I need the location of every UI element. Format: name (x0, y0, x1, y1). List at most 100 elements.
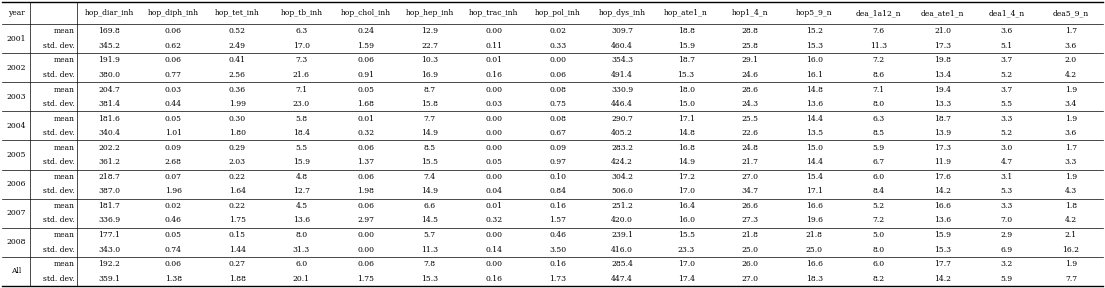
Text: dea_1a12_n: dea_1a12_n (855, 9, 902, 17)
Text: 0.06: 0.06 (357, 173, 375, 181)
Text: 0.00: 0.00 (485, 115, 503, 123)
Text: 0.22: 0.22 (229, 202, 245, 210)
Text: 6.6: 6.6 (423, 202, 435, 210)
Text: 29.1: 29.1 (741, 56, 759, 65)
Text: hop1_4_n: hop1_4_n (732, 9, 769, 17)
Text: 1.73: 1.73 (549, 275, 567, 283)
Text: 21.6: 21.6 (293, 71, 309, 79)
Text: 447.4: 447.4 (611, 275, 633, 283)
Text: 460.4: 460.4 (611, 42, 633, 50)
Text: 239.1: 239.1 (611, 231, 633, 239)
Text: mean: mean (54, 173, 75, 181)
Text: 0.02: 0.02 (165, 202, 181, 210)
Text: 4.2: 4.2 (1065, 71, 1077, 79)
Text: hop_tet_inh: hop_tet_inh (214, 9, 260, 17)
Text: 15.3: 15.3 (934, 246, 951, 254)
Text: 1.88: 1.88 (229, 275, 245, 283)
Text: 17.7: 17.7 (934, 260, 951, 268)
Text: 0.03: 0.03 (165, 86, 181, 94)
Text: 2.97: 2.97 (357, 217, 375, 225)
Text: 0.01: 0.01 (357, 115, 375, 123)
Text: 181.7: 181.7 (98, 202, 120, 210)
Text: 3.1: 3.1 (1001, 173, 1013, 181)
Text: 1.99: 1.99 (229, 100, 245, 108)
Text: 8.5: 8.5 (873, 129, 885, 137)
Text: std. dev.: std. dev. (43, 129, 75, 137)
Text: 1.75: 1.75 (229, 217, 245, 225)
Text: 6.3: 6.3 (295, 27, 307, 35)
Text: 7.6: 7.6 (873, 27, 885, 35)
Text: 0.06: 0.06 (357, 260, 375, 268)
Text: 5.9: 5.9 (873, 144, 885, 152)
Text: 3.6: 3.6 (1065, 129, 1077, 137)
Text: 0.09: 0.09 (549, 144, 567, 152)
Text: 336.9: 336.9 (98, 217, 120, 225)
Text: 16.6: 16.6 (806, 260, 823, 268)
Text: 1.64: 1.64 (229, 187, 245, 195)
Text: 177.1: 177.1 (98, 231, 120, 239)
Text: 22.6: 22.6 (741, 129, 759, 137)
Text: 1.37: 1.37 (357, 158, 375, 166)
Text: std. dev.: std. dev. (43, 187, 75, 195)
Text: 0.33: 0.33 (549, 42, 567, 50)
Text: 0.11: 0.11 (485, 42, 503, 50)
Text: 0.15: 0.15 (229, 231, 245, 239)
Text: 1.44: 1.44 (229, 246, 245, 254)
Text: 0.16: 0.16 (549, 202, 567, 210)
Text: 17.1: 17.1 (806, 187, 823, 195)
Text: 14.2: 14.2 (934, 187, 951, 195)
Text: 8.0: 8.0 (873, 246, 885, 254)
Text: hop_trac_inh: hop_trac_inh (469, 9, 518, 17)
Text: 8.2: 8.2 (873, 275, 885, 283)
Text: 0.00: 0.00 (485, 144, 503, 152)
Text: 4.5: 4.5 (295, 202, 307, 210)
Text: 21.8: 21.8 (741, 231, 759, 239)
Text: 1.7: 1.7 (1065, 144, 1077, 152)
Text: 7.2: 7.2 (873, 217, 885, 225)
Text: 204.7: 204.7 (98, 86, 120, 94)
Text: 17.3: 17.3 (934, 42, 951, 50)
Text: 506.0: 506.0 (611, 187, 633, 195)
Text: 27.0: 27.0 (741, 275, 759, 283)
Text: 5.2: 5.2 (1001, 71, 1013, 79)
Text: 0.32: 0.32 (357, 129, 375, 137)
Text: 14.4: 14.4 (806, 158, 823, 166)
Text: 8.0: 8.0 (873, 100, 885, 108)
Text: 0.16: 0.16 (485, 275, 503, 283)
Text: 27.3: 27.3 (741, 217, 759, 225)
Text: 283.2: 283.2 (611, 144, 633, 152)
Text: 13.5: 13.5 (806, 129, 823, 137)
Text: 0.00: 0.00 (357, 231, 375, 239)
Text: 0.46: 0.46 (165, 217, 181, 225)
Text: 21.8: 21.8 (806, 231, 823, 239)
Text: 7.2: 7.2 (873, 56, 885, 65)
Text: 191.9: 191.9 (98, 56, 120, 65)
Text: 14.5: 14.5 (421, 217, 439, 225)
Text: 0.00: 0.00 (357, 246, 375, 254)
Text: 25.5: 25.5 (741, 115, 759, 123)
Text: 15.3: 15.3 (806, 42, 823, 50)
Text: 17.1: 17.1 (677, 115, 695, 123)
Text: dea5_9_n: dea5_9_n (1053, 9, 1090, 17)
Text: 0.06: 0.06 (165, 27, 181, 35)
Text: 405.2: 405.2 (611, 129, 633, 137)
Text: 5.2: 5.2 (873, 202, 885, 210)
Text: 19.8: 19.8 (934, 56, 951, 65)
Text: 12.9: 12.9 (421, 27, 439, 35)
Text: 8.0: 8.0 (295, 231, 307, 239)
Text: 18.7: 18.7 (677, 56, 695, 65)
Text: 424.2: 424.2 (611, 158, 633, 166)
Text: 7.8: 7.8 (423, 260, 435, 268)
Text: 3.50: 3.50 (549, 246, 567, 254)
Text: 17.0: 17.0 (677, 260, 695, 268)
Text: 6.7: 6.7 (873, 158, 885, 166)
Text: 3.0: 3.0 (1001, 144, 1013, 152)
Text: 8.4: 8.4 (873, 187, 885, 195)
Text: 345.2: 345.2 (98, 42, 120, 50)
Text: 5.1: 5.1 (1001, 42, 1013, 50)
Text: 1.57: 1.57 (549, 217, 567, 225)
Text: 6.0: 6.0 (295, 260, 307, 268)
Text: 1.80: 1.80 (229, 129, 245, 137)
Text: 2.03: 2.03 (229, 158, 246, 166)
Text: 12.7: 12.7 (293, 187, 309, 195)
